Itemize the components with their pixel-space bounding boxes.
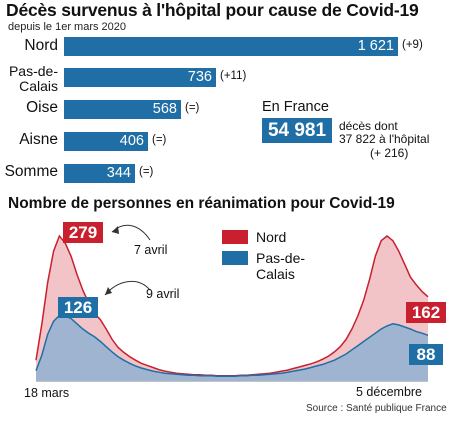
bar-label-oise: Oise bbox=[26, 99, 58, 116]
date-9-avril: 9 avril bbox=[146, 287, 180, 301]
source-note: Source : Santé publique France bbox=[306, 403, 447, 414]
x-label-start: 18 mars bbox=[24, 386, 70, 400]
page-title: Décès survenus à l'hôpital pour cause de… bbox=[6, 0, 419, 20]
france-line3: (+ 216) bbox=[370, 146, 409, 160]
legend-label-pas-de-calais: Pas-de- Calais bbox=[256, 250, 306, 282]
page-subtitle: depuis le 1er mars 2020 bbox=[8, 21, 127, 33]
bar-change-nord: (+9) bbox=[402, 39, 423, 51]
bar-aisne: 406 bbox=[64, 132, 148, 151]
bar-pas-de-calais: 736 bbox=[64, 68, 216, 87]
arrow-9-avril-head bbox=[105, 287, 112, 295]
france-line2: 37 822 à l'hôpital bbox=[339, 132, 430, 146]
bar-oise: 568 bbox=[64, 100, 181, 119]
chart-title: Nombre de personnes en réanimation pour … bbox=[8, 195, 395, 212]
legend-swatch-pas-de-calais bbox=[222, 251, 248, 265]
bar-change-oise: (=) bbox=[185, 102, 200, 114]
bar-value-aisne: 406 bbox=[119, 133, 144, 149]
series-area-pas-de-calais bbox=[36, 315, 428, 381]
peak-label-nord: 279 bbox=[63, 222, 103, 243]
france-label: En France bbox=[262, 99, 329, 115]
bar-value-pas-de-calais: 736 bbox=[187, 69, 212, 85]
france-line1: décès dont bbox=[339, 119, 398, 133]
bar-label-pas-de-calais: Pas-de- Calais bbox=[8, 63, 58, 94]
bar-change-aisne: (=) bbox=[152, 134, 167, 146]
bar-change-somme: (=) bbox=[139, 166, 154, 178]
arrow-7-avril-head bbox=[112, 226, 119, 234]
legend-swatch-nord bbox=[222, 230, 248, 244]
current-label-nord: 162 bbox=[406, 302, 446, 323]
series-line-pas-de-calais bbox=[35, 314, 429, 378]
legend-label-nord: Nord bbox=[256, 229, 287, 245]
peak-label-pas-de-calais: 126 bbox=[58, 297, 98, 318]
bar-somme: 344 bbox=[64, 164, 135, 183]
france-total: 54 981 bbox=[262, 118, 332, 143]
bar-label-aisne: Aisne bbox=[19, 131, 58, 148]
bar-value-nord: 1 621 bbox=[357, 38, 394, 54]
x-label-end: 5 décembre bbox=[356, 385, 423, 399]
bar-change-pas-de-calais: (+11) bbox=[220, 70, 247, 82]
bar-label-somme: Somme bbox=[4, 163, 58, 180]
deaths-bar-chart: Nord Pas-de- Calais Oise Aisne Somme 1 62… bbox=[0, 0, 458, 190]
bar-value-somme: 344 bbox=[106, 165, 131, 181]
bar-nord: 1 621 bbox=[64, 37, 398, 56]
current-label-pas-de-calais: 88 bbox=[409, 344, 443, 365]
date-7-avril: 7 avril bbox=[134, 243, 168, 257]
bar-label-nord: Nord bbox=[24, 37, 58, 54]
bar-value-oise: 568 bbox=[152, 101, 177, 117]
